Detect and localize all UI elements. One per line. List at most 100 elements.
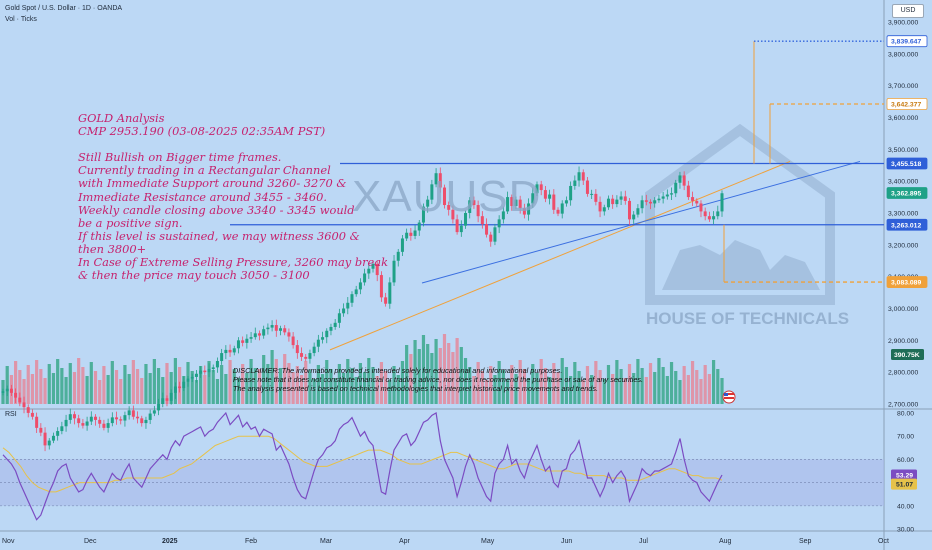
time-tick-label: Apr — [399, 538, 411, 545]
volume-bar — [463, 358, 468, 404]
price-tick-label: 3,600.000 — [888, 115, 918, 122]
analysis-line: with Immediate Support around 3260- 3270… — [78, 176, 347, 191]
candle-body — [245, 338, 249, 343]
candle-body — [501, 211, 505, 220]
candle-body — [85, 421, 89, 426]
volume-bars — [1, 334, 724, 404]
volume-bar — [220, 365, 224, 404]
rsi-tick-label: 70.00 — [897, 434, 914, 441]
candle-body — [400, 238, 404, 252]
volume-bar — [703, 365, 707, 404]
volume-bar — [26, 365, 30, 404]
volume-bar — [636, 359, 640, 404]
candle-body — [468, 200, 472, 213]
candle-body — [451, 209, 455, 220]
candle-body — [173, 386, 177, 393]
candle-body — [5, 388, 9, 392]
candle-body — [598, 201, 602, 212]
candle-body — [186, 378, 190, 382]
price-tick-label: 3,200.000 — [888, 242, 918, 249]
price-tag-label: 3,362.895 — [891, 190, 921, 197]
analysis-line: Currently trading in a Rectangular Chann… — [78, 163, 331, 178]
volume-bar — [144, 364, 148, 404]
candle-body — [358, 282, 362, 290]
candle-body — [527, 203, 531, 215]
candle-body — [367, 268, 371, 274]
volume-bar — [245, 373, 249, 404]
volume-bar — [199, 366, 203, 404]
time-tick-label: Sep — [799, 538, 812, 545]
candle-body — [211, 367, 215, 369]
volume-bar — [320, 374, 325, 404]
candle-body — [337, 313, 341, 323]
time-tick-label: Dec — [84, 538, 97, 545]
candle-body — [455, 219, 459, 233]
analysis-line: GOLD Analysis — [78, 111, 165, 125]
volume-bar — [5, 366, 9, 404]
candle-body — [438, 173, 442, 188]
volume-bar — [447, 343, 451, 404]
disclaimer-line: DISCLAIMER: The information provided is … — [233, 366, 563, 375]
candle-body — [136, 416, 140, 419]
price-tag-box — [886, 35, 928, 48]
time-tick-label: Nov — [2, 538, 15, 545]
price-tag-label: 3,839.647 — [891, 39, 921, 46]
volume-bar — [707, 374, 711, 404]
volume-bar — [442, 334, 447, 404]
candle-body — [18, 397, 22, 403]
candle-body — [194, 373, 198, 377]
candle-body — [447, 205, 451, 210]
rsi-tick-label: 40.00 — [897, 503, 914, 510]
price-tag-label: 3,455.518 — [891, 161, 921, 168]
logo-bull-bear — [662, 240, 820, 290]
currency-button[interactable]: USD — [892, 4, 924, 18]
volume-bar — [497, 361, 501, 404]
candle-body — [581, 172, 585, 181]
volume-label: Vol · Ticks — [5, 16, 37, 23]
volume-bar — [367, 358, 371, 404]
volume-bar — [598, 370, 602, 404]
candle-body — [47, 440, 51, 446]
volume-bar — [577, 371, 581, 404]
analysis-line: Weekly candle closing above 3340 - 3345 … — [78, 202, 355, 217]
analysis-line: be a positive sign. — [78, 215, 183, 230]
candle-body — [165, 398, 169, 401]
candle-body — [421, 206, 425, 223]
volume-bar — [56, 359, 60, 404]
candle-body — [619, 196, 623, 200]
volume-bar — [627, 364, 632, 404]
candle-body — [506, 197, 510, 212]
volume-bar — [72, 372, 77, 404]
volume-bar — [615, 360, 619, 404]
price-tag-box — [886, 157, 928, 170]
candle-body — [22, 402, 26, 408]
volume-bar — [573, 362, 577, 404]
volume-bar — [459, 347, 463, 404]
candle-body — [472, 200, 476, 206]
volume-bar — [379, 362, 384, 404]
volume-bar — [257, 369, 262, 404]
volume-bar — [161, 377, 165, 404]
candle-body — [670, 193, 674, 195]
volume-bar — [556, 372, 560, 404]
candle-body — [342, 308, 346, 314]
time-tick-label: Jun — [561, 538, 572, 545]
candle-body — [215, 361, 219, 368]
price-tick-label: 3,400.000 — [888, 179, 918, 186]
candle-body — [35, 416, 39, 428]
volume-bar — [590, 375, 594, 404]
candle-body — [426, 199, 430, 207]
volume-bar — [89, 362, 93, 404]
candle-body — [577, 172, 581, 181]
candle-body — [657, 198, 661, 201]
candle-body — [257, 333, 261, 336]
volume-bar — [611, 374, 615, 404]
volume-bar — [623, 378, 627, 404]
candle-body — [497, 219, 501, 228]
candle-body — [14, 392, 18, 398]
candle-body — [182, 381, 186, 389]
volume-bar — [194, 380, 199, 404]
candle-body — [417, 222, 421, 231]
volume-bar — [665, 376, 669, 404]
